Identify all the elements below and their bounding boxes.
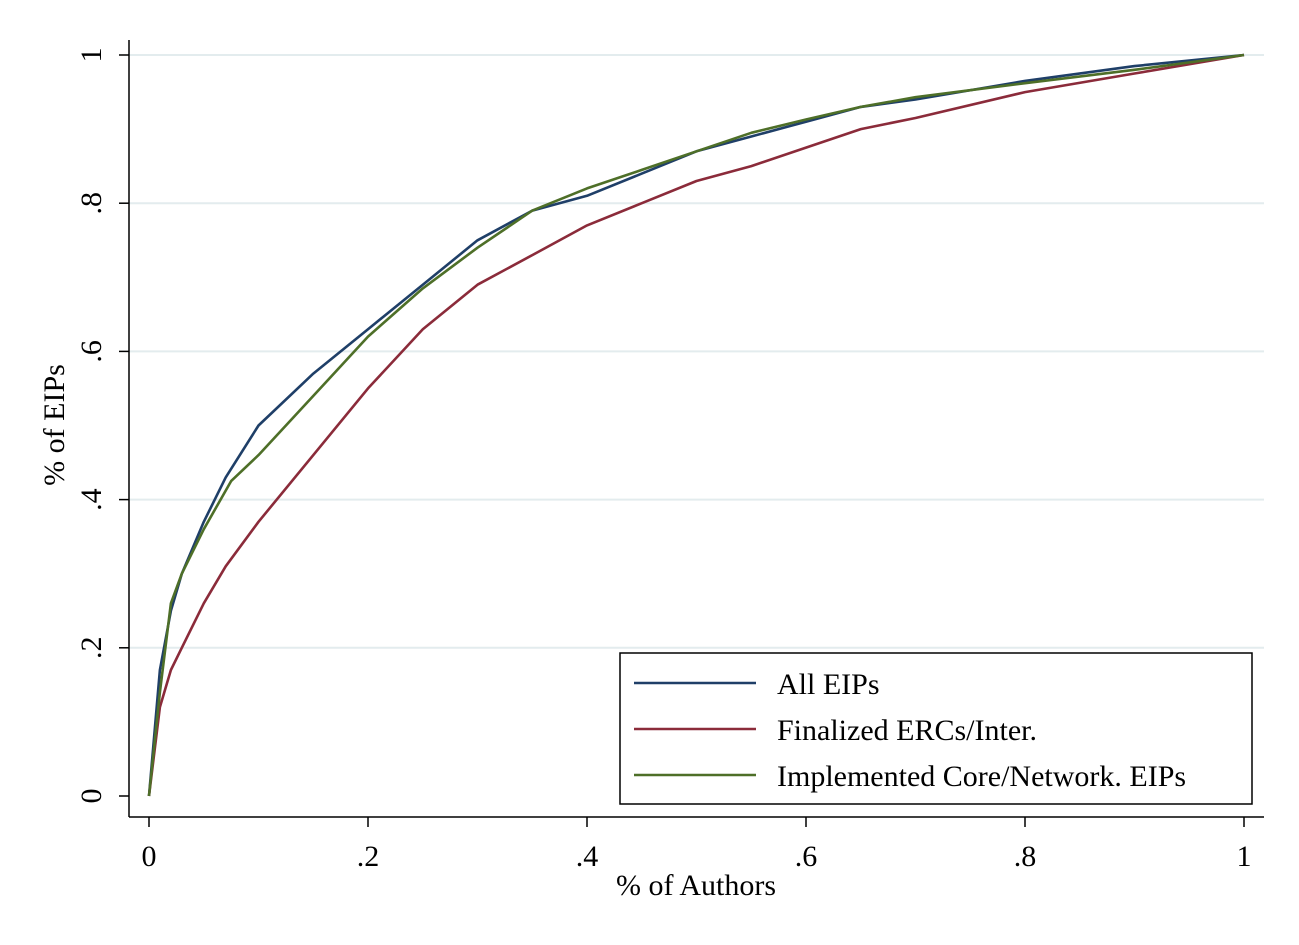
x-tick-label: .2 bbox=[357, 840, 380, 873]
x-tick-label: .4 bbox=[576, 840, 599, 873]
y-tick-label: 1 bbox=[75, 48, 108, 63]
y-tick-label: .2 bbox=[75, 637, 108, 660]
x-tick-label: 1 bbox=[1237, 840, 1252, 873]
legend: All EIPs Finalized ERCs/Inter. Implemented… bbox=[619, 652, 1253, 805]
y-axis-title: % of EIPs bbox=[38, 364, 71, 486]
gridlines bbox=[129, 54, 1264, 649]
legend-label-2: Implemented Core/Network. EIPs bbox=[777, 760, 1186, 793]
x-tick-label: 0 bbox=[142, 840, 157, 873]
legend-label-0: All EIPs bbox=[777, 668, 880, 701]
series-line-2 bbox=[147, 53, 1245, 797]
x-axis-ticks: 0 .2 .4 .6 .8 1 bbox=[142, 817, 1252, 873]
y-tick-label: 0 bbox=[75, 789, 108, 804]
x-axis-title: % of Authors bbox=[616, 869, 776, 902]
x-tick-label: .6 bbox=[795, 840, 818, 873]
y-tick-label: .6 bbox=[75, 340, 108, 363]
x-tick-label: .8 bbox=[1014, 840, 1037, 873]
series-lines bbox=[147, 53, 1245, 797]
series-line-1 bbox=[147, 53, 1245, 797]
y-axis-ticks: 0 .2 .4 .6 .8 1 bbox=[75, 48, 129, 804]
y-tick-label: .8 bbox=[75, 192, 108, 215]
y-tick-label: .4 bbox=[75, 488, 108, 511]
legend-label-1: Finalized ERCs/Inter. bbox=[777, 714, 1037, 747]
